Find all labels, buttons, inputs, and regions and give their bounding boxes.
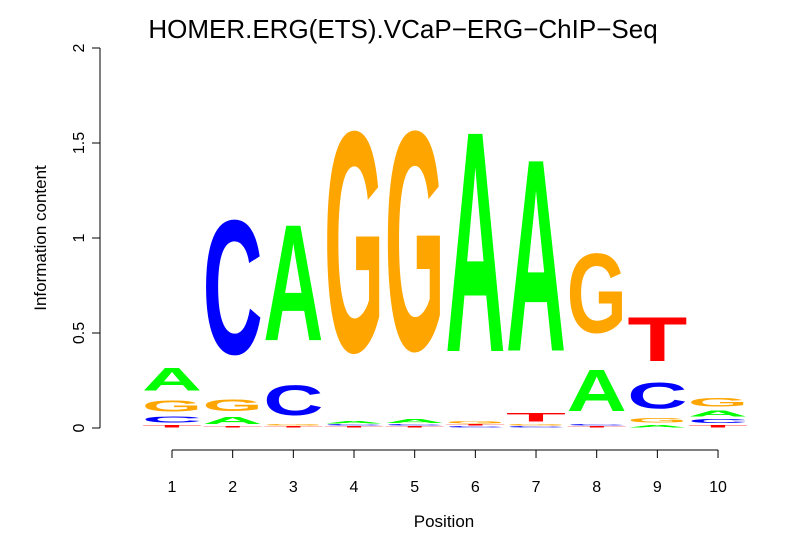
y-tick-label: 2 <box>71 43 88 52</box>
logo-letter-g: G <box>567 230 627 358</box>
logo-letter-a: A <box>203 415 263 427</box>
logo-letter-t: T <box>263 426 323 428</box>
logo-letter-t: T <box>688 424 748 428</box>
x-tick-label: 3 <box>289 479 298 496</box>
logo-letter-c: C <box>627 375 687 417</box>
logo-letter-g: G <box>385 67 445 417</box>
y-tick-label: 0.5 <box>71 322 88 344</box>
logo-letter-g: G <box>506 424 566 426</box>
logo-letter-g: G <box>627 417 687 425</box>
logo-letter-c: C <box>385 424 445 426</box>
logo-letter-g: G <box>324 65 384 418</box>
logo-letter-c: C <box>506 426 566 428</box>
logo-letter-g: G <box>263 424 323 426</box>
logo-letter-a: A <box>324 420 384 424</box>
x-tick-label: 5 <box>410 479 419 496</box>
y-tick-label: 1.5 <box>71 132 88 154</box>
y-tick-label: 0 <box>71 423 88 432</box>
logo-letter-t: T <box>142 424 202 428</box>
y-axis: 0 0.5 1 1.5 2 <box>71 43 101 432</box>
logo-letter-a: A <box>385 419 445 425</box>
logo-letter-t: T <box>567 426 627 428</box>
logo-letter-c: C <box>324 424 384 426</box>
logo-letter-t: T <box>627 305 687 375</box>
x-tick-label: 1 <box>168 479 177 496</box>
logo-letter-c: C <box>142 415 202 424</box>
chart-title: HOMER.ERG(ETS).VCaP−ERG−ChIP−Seq <box>148 14 657 44</box>
logo-letter-c: C <box>567 424 627 426</box>
logo-letter-c: C <box>263 376 323 424</box>
logo-letter-a: A <box>567 359 627 425</box>
x-tick-label: 2 <box>228 479 237 496</box>
x-axis: 1 2 3 4 5 6 7 8 9 10 <box>168 449 727 496</box>
logo-letter-t: T <box>445 424 505 426</box>
y-axis-label: Information content <box>31 165 50 311</box>
logo-letter-g: G <box>142 398 202 415</box>
x-tick-label: 6 <box>471 479 480 496</box>
x-tick-label: 8 <box>592 479 601 496</box>
logo-letter-t: T <box>324 426 384 428</box>
logo-letter-a: A <box>627 424 687 428</box>
logo-letter-a: A <box>445 65 505 418</box>
logo-letter-t: T <box>385 426 445 428</box>
logo-letter-a: A <box>263 190 323 376</box>
logo-letter-t: T <box>203 426 263 428</box>
y-tick-label: 1 <box>71 233 88 242</box>
x-tick-label: 7 <box>532 479 541 496</box>
logo-letter-c: C <box>445 426 505 428</box>
logo-letter-a: A <box>506 103 566 410</box>
logo-letter-t: T <box>506 411 566 424</box>
logo-letter-g: G <box>445 420 505 424</box>
x-tick-label: 10 <box>709 479 727 496</box>
logo-letter-c: C <box>203 181 263 395</box>
logo-letter-g: G <box>688 396 748 409</box>
logo-letter-c: C <box>688 419 748 425</box>
logo-letter-g: G <box>203 395 263 414</box>
logo-letter-a: A <box>142 362 202 398</box>
logo-letter-a: A <box>688 409 748 418</box>
x-tick-label: 9 <box>653 479 662 496</box>
x-axis-label: Position <box>414 512 474 531</box>
x-tick-label: 4 <box>350 479 359 496</box>
